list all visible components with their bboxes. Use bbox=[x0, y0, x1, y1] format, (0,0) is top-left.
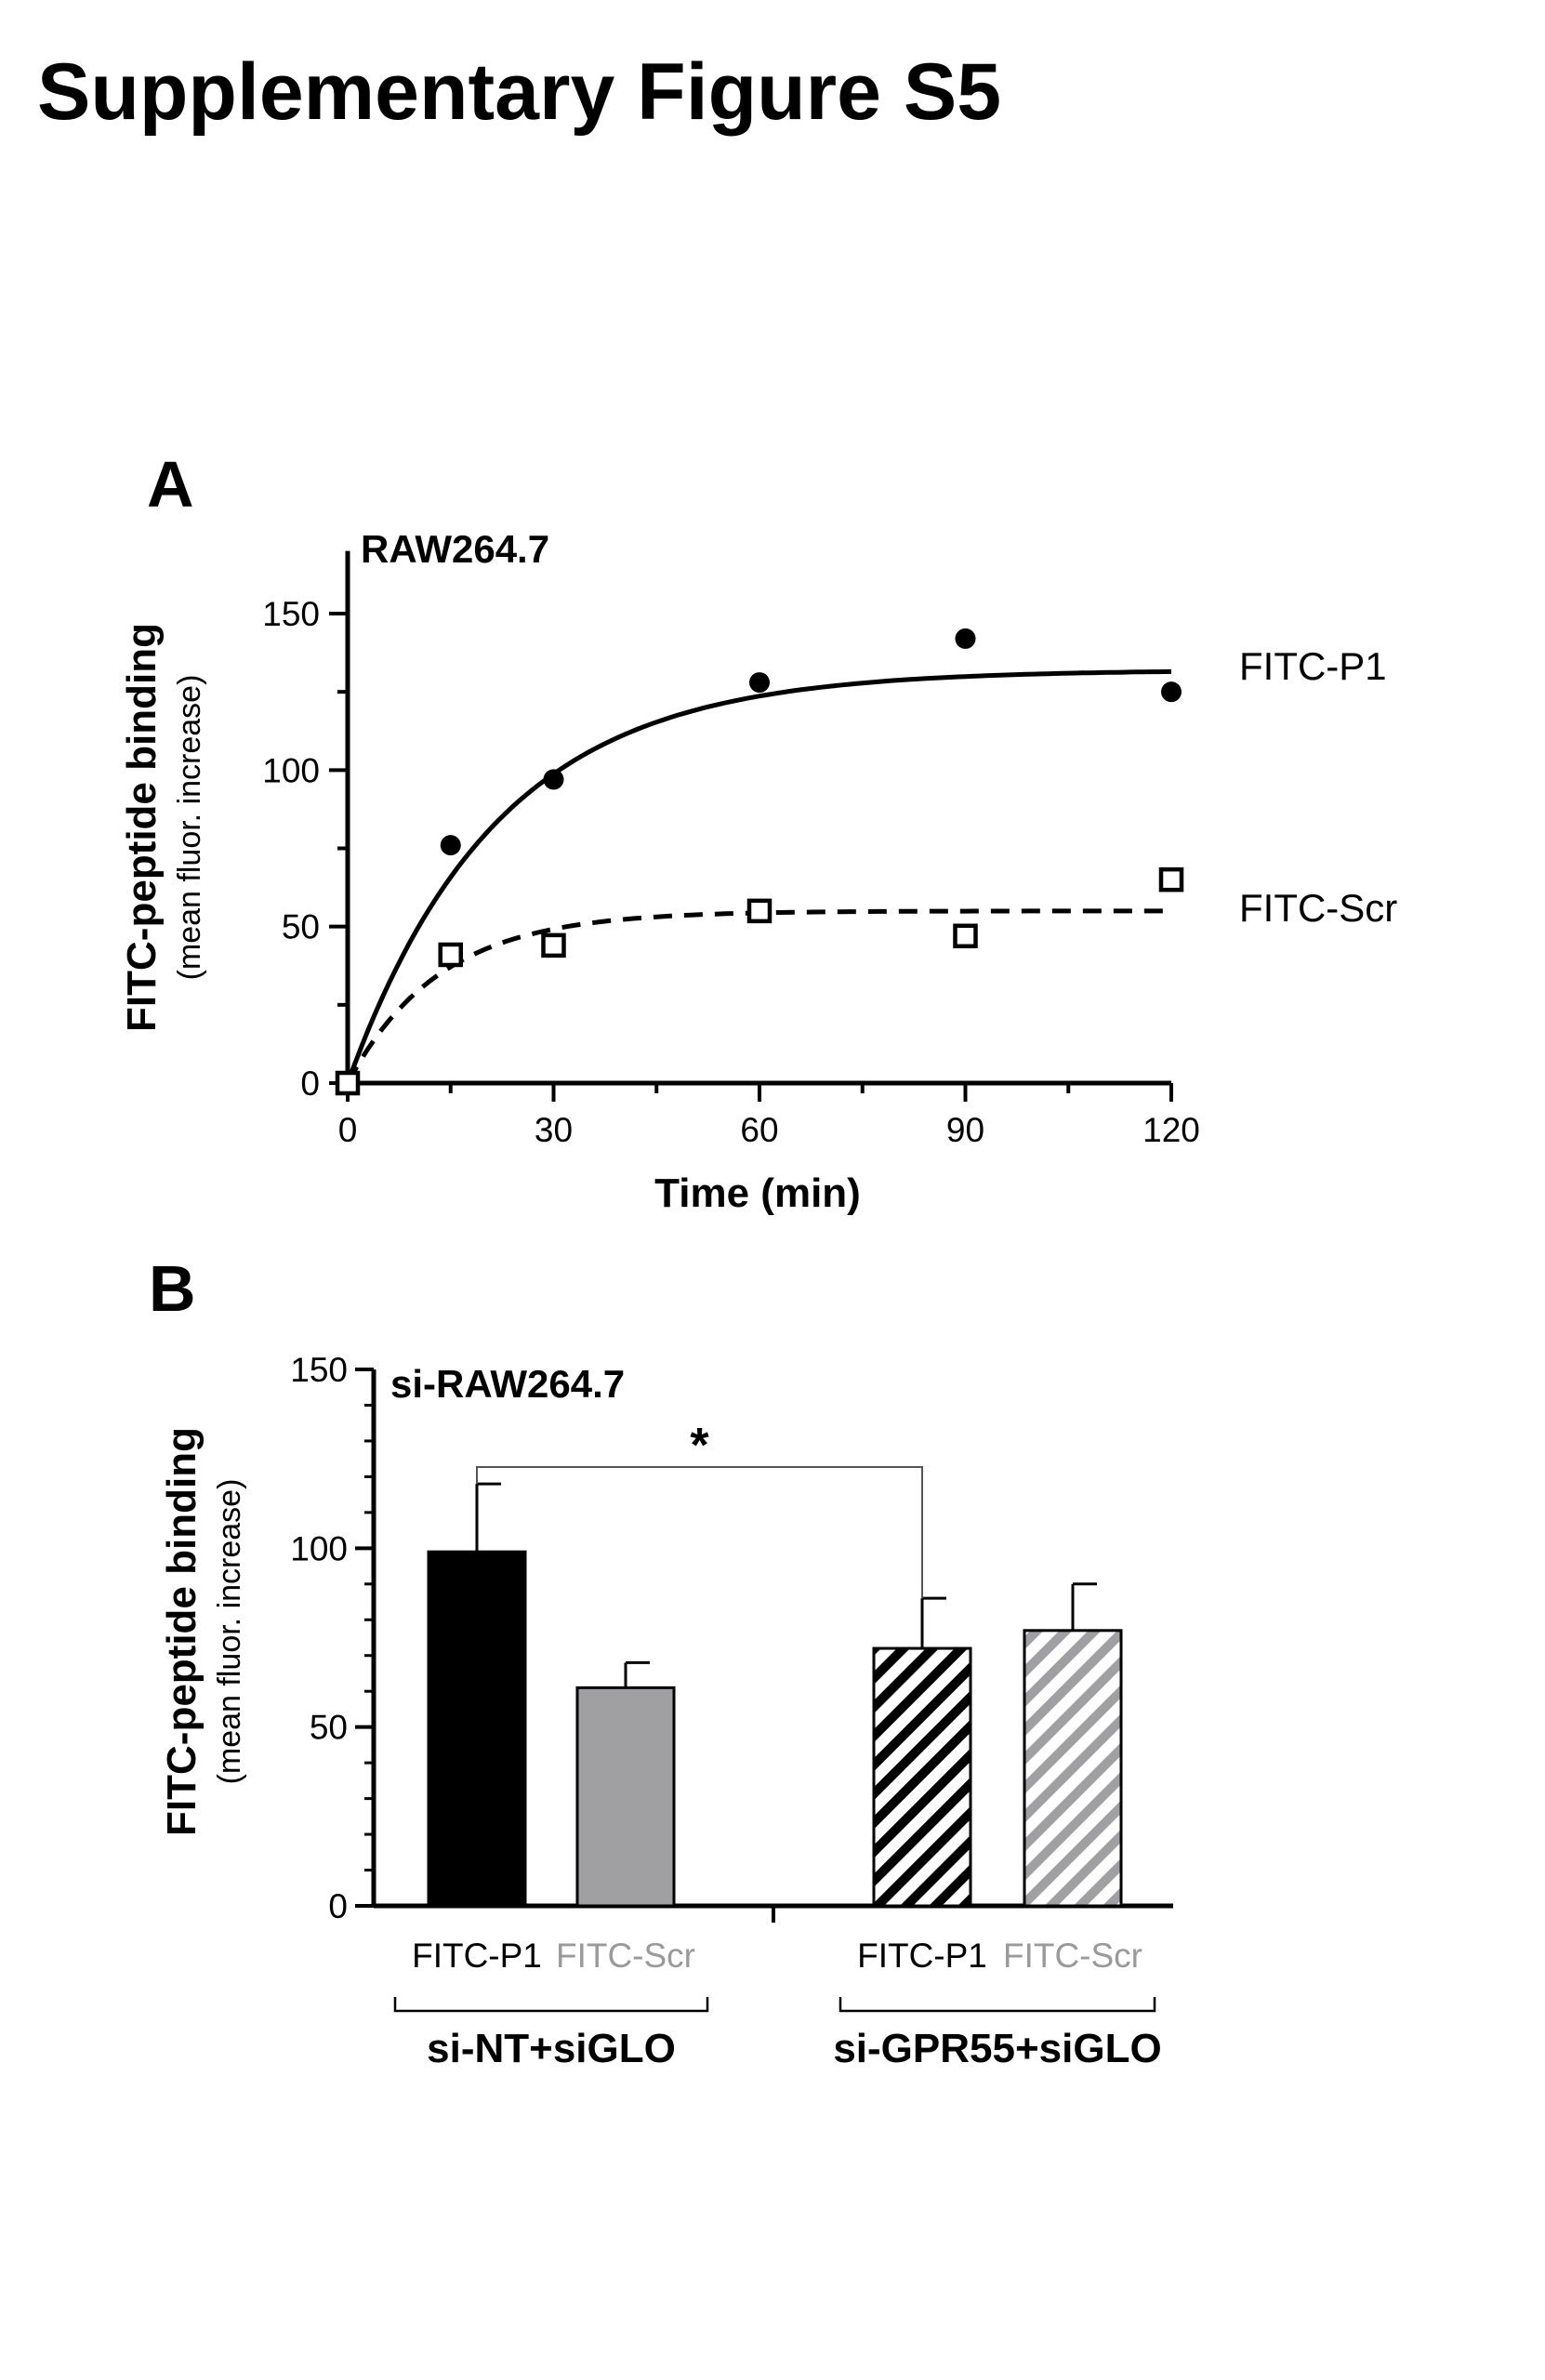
panel-a-x-tick-label: 90 bbox=[946, 1111, 984, 1149]
panel-a-data-points bbox=[335, 628, 1184, 1096]
fit-curve-fitc-p1 bbox=[345, 668, 1172, 1084]
bar-si-nt-siglo-fitc-scr bbox=[575, 1686, 676, 1908]
bar-category-label: FITC-Scr bbox=[556, 1937, 695, 1975]
bar-si-nt-siglo-fitc-p1 bbox=[427, 1550, 527, 1908]
panel-a-x-axis-label: Time (min) bbox=[654, 1170, 861, 1216]
data-point-fitc-p1 bbox=[749, 672, 770, 694]
panel-a-x-tick-label: 30 bbox=[535, 1111, 573, 1149]
data-point-fitc-p1 bbox=[440, 835, 461, 856]
panel-a-chart: A RAW264.7 Time (min) FITC-peptide bindi… bbox=[119, 448, 1397, 1216]
bar-si-gpr55-siglo-fitc-p1 bbox=[872, 1646, 972, 1908]
panel-b-y-tick-label: 0 bbox=[328, 1887, 348, 1925]
group-bracket bbox=[393, 1997, 709, 2013]
data-point-fitc-p1 bbox=[1161, 681, 1182, 703]
panel-b-significance: * bbox=[476, 1419, 923, 1599]
panel-a-y-tick-label: 50 bbox=[282, 908, 320, 946]
significance-bracket bbox=[476, 1466, 923, 1599]
group-bracket bbox=[839, 1997, 1156, 2013]
data-point-fitc-p1 bbox=[543, 769, 564, 790]
panel-a-fit-curves bbox=[345, 668, 1172, 1085]
data-point-fitc-scr bbox=[1158, 866, 1184, 892]
significance-marker: * bbox=[690, 1419, 709, 1473]
figure-title: Supplementary Figure S5 bbox=[37, 47, 1001, 137]
panel-b-y-tick-label: 150 bbox=[290, 1351, 348, 1389]
panel-a-unused bbox=[337, 536, 348, 551]
data-point-fitc-scr bbox=[335, 1070, 361, 1096]
data-point-fitc-scr bbox=[746, 898, 772, 924]
panel-a-y-tick-label: 150 bbox=[262, 595, 320, 633]
data-point-fitc-scr bbox=[953, 923, 978, 949]
panel-b-chart: B si-RAW264.7 FITC-peptide binding (mean… bbox=[149, 1252, 1173, 2071]
panel-b-y-tick-label: 100 bbox=[290, 1529, 348, 1567]
panel-a-annotation: RAW264.7 bbox=[361, 527, 549, 571]
data-point-fitc-scr bbox=[438, 942, 463, 968]
panel-b-y-axis-sublabel: (mean fluor. increase) bbox=[212, 1479, 247, 1785]
panel-a-y-tick-label: 100 bbox=[262, 751, 320, 789]
panel-a-legend: FITC-P1 FITC-Scr bbox=[1239, 644, 1397, 930]
panel-a-y-axis-label: FITC-peptide binding bbox=[119, 623, 165, 1032]
data-point-fitc-p1 bbox=[955, 628, 976, 649]
bar-si-gpr55-siglo-fitc-scr bbox=[1023, 1629, 1123, 1908]
bar-category-label: FITC-P1 bbox=[412, 1937, 542, 1975]
group-label: si-NT+siGLO bbox=[427, 2026, 676, 2071]
panel-a-label: A bbox=[147, 448, 194, 521]
panel-a-y-tick-label: 0 bbox=[300, 1064, 320, 1103]
panel-b-bars bbox=[427, 1482, 1123, 1908]
fit-curve-fitc-scr bbox=[345, 908, 1171, 1085]
panel-a-x-tick-label: 60 bbox=[740, 1111, 778, 1149]
panel-b-y-axis-label: FITC-peptide binding bbox=[159, 1427, 205, 1836]
bar-category-label: FITC-P1 bbox=[857, 1937, 987, 1975]
bar-category-label: FITC-Scr bbox=[1003, 1937, 1142, 1975]
panel-b-annotation: si-RAW264.7 bbox=[390, 1362, 625, 1406]
panel-a-x-tick-label: 120 bbox=[1142, 1111, 1200, 1149]
panel-a-x-tick-label: 0 bbox=[338, 1111, 358, 1149]
group-label: si-GPR55+siGLO bbox=[833, 2026, 1161, 2071]
data-point-fitc-scr bbox=[541, 932, 566, 959]
panel-a-y-axis-sublabel: (mean fluor. increase) bbox=[172, 675, 207, 981]
legend-entry-fitc-scr: FITC-Scr bbox=[1239, 886, 1397, 930]
panel-a-axes: 0 50 100 150 0 30 60 90 120 bbox=[262, 536, 1200, 1149]
legend-entry-fitc-p1: FITC-P1 bbox=[1239, 644, 1387, 688]
panel-b-label: B bbox=[149, 1252, 196, 1325]
panel-b-category-labels: FITC-P1 FITC-Scr si-NT+siGLO FITC-P1 FITC-Sc… bbox=[393, 1937, 1162, 2071]
panel-b-y-tick-label: 50 bbox=[310, 1709, 348, 1747]
